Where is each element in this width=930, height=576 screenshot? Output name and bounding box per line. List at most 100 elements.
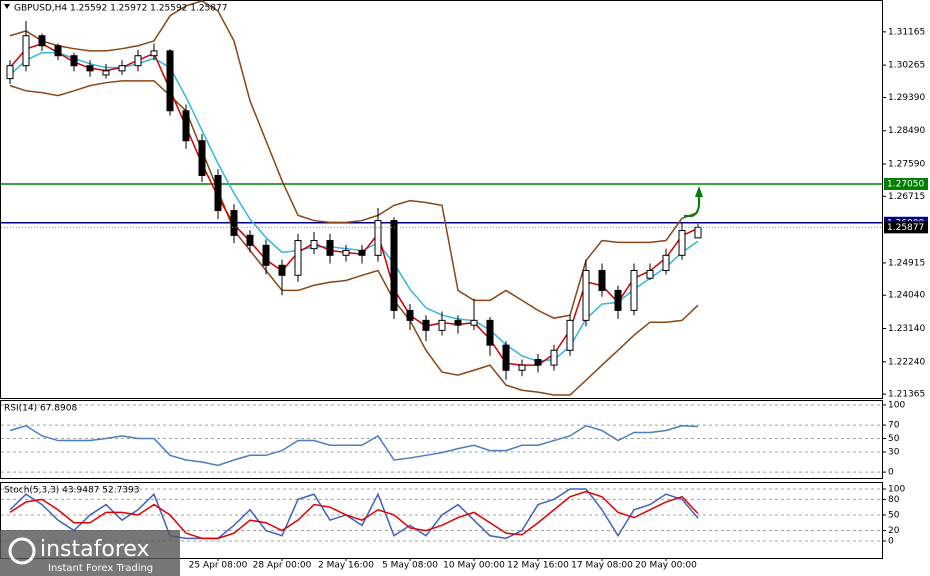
candle-body — [566, 319, 574, 351]
candle-body — [134, 55, 142, 67]
y-tick-label: 1.29390 — [888, 93, 925, 103]
indicator-line — [9, 424, 699, 467]
candle-body — [166, 50, 174, 112]
candle-body — [38, 35, 46, 47]
price-panel — [0, 0, 883, 399]
candle-body — [534, 359, 542, 366]
y-tick-label: 1.21365 — [888, 390, 925, 400]
candle-body — [486, 319, 494, 346]
y-tick-label: 1.24915 — [888, 258, 925, 268]
level-label-box — [884, 177, 928, 190]
chart-title: GBPUSD,H4 1.25592 1.25972 1.25592 1.2587… — [14, 4, 227, 14]
current-price-label: 1.25877 — [887, 223, 924, 233]
candle-body — [438, 319, 446, 331]
indicator-line — [9, 490, 699, 540]
indicator-line — [9, 488, 699, 540]
y-tick-label: 1.28490 — [888, 126, 925, 136]
y-tick-label: 30 — [888, 447, 900, 457]
x-tick-label: 28 Apr 00:00 — [253, 561, 312, 571]
candle-body — [502, 344, 510, 371]
y-tick-label: 50 — [888, 434, 900, 444]
y-tick-label: 100 — [888, 484, 905, 494]
rsi-panel — [0, 400, 883, 479]
y-tick-label: 1.23140 — [888, 324, 925, 334]
x-tick-label: 12 May 16:00 — [507, 561, 569, 571]
candle-body — [246, 234, 254, 246]
x-tick-label: 25 Apr 08:00 — [189, 561, 248, 571]
candle-body — [678, 230, 686, 256]
stoch-title: Stoch(5,3,3) 43.9487 52.7393 — [4, 486, 139, 496]
candle-body — [294, 240, 302, 276]
candle-body — [470, 319, 478, 326]
candle-body — [214, 174, 222, 212]
y-tick-label: 1.31165 — [888, 27, 925, 37]
level-label: 1.27050 — [887, 179, 924, 189]
rsi-title: RSI(14) 67.8908 — [4, 404, 77, 414]
candle-body — [198, 140, 206, 176]
y-tick-label: 1.22240 — [888, 357, 925, 367]
candle-body — [86, 65, 94, 72]
candle-body — [262, 244, 270, 266]
candle-body — [390, 220, 398, 311]
candle-body — [406, 309, 414, 321]
candle-body — [118, 65, 126, 72]
candle-body — [614, 289, 622, 311]
y-tick-label: 20 — [888, 526, 900, 536]
candle-body — [454, 319, 462, 326]
candle-body — [310, 240, 318, 250]
y-tick-label: 100 — [888, 400, 905, 410]
logo-box — [0, 530, 180, 576]
candle-body — [662, 254, 670, 271]
x-tick-label: 5 May 08:00 — [382, 561, 438, 571]
candle-body — [358, 250, 366, 256]
indicator-line — [9, 80, 699, 396]
logo-tagline: Instant Forex Trading — [48, 563, 153, 574]
candle-body — [646, 269, 654, 279]
y-tick-label: 50 — [888, 510, 900, 520]
symbol-icon — [4, 4, 10, 9]
candle-body — [374, 220, 382, 256]
logo: instaforex Instant Forex Trading — [0, 530, 180, 576]
y-tick-label: 1.24040 — [888, 291, 925, 301]
candle-body — [326, 240, 334, 256]
candle-body — [6, 65, 14, 80]
candle-body — [518, 364, 526, 371]
x-tick-label: 17 May 08:00 — [571, 561, 633, 571]
x-tick-label: 10 May 00:00 — [443, 561, 505, 571]
candle-body — [694, 226, 702, 239]
y-tick-label: 1.27590 — [888, 160, 925, 170]
candle-body — [230, 210, 238, 236]
logo-icon — [8, 537, 36, 565]
stoch-panel — [0, 482, 883, 559]
candle-body — [582, 269, 590, 321]
candle-body — [70, 55, 78, 67]
indicator-line — [9, 0, 699, 319]
y-tick-label: 1.26715 — [888, 192, 925, 202]
candle-body — [598, 269, 606, 291]
y-tick-label: 70 — [888, 421, 900, 431]
x-tick-label: 2 May 16:00 — [318, 561, 374, 571]
y-tick-label: 0 — [888, 468, 894, 478]
candle-body — [102, 70, 110, 76]
forecast-arrow — [684, 196, 700, 217]
x-tick-label: 20 May 00:00 — [635, 561, 697, 571]
candle-body — [150, 50, 158, 57]
y-tick-label: 1.30265 — [888, 61, 925, 71]
candle-body — [22, 35, 30, 67]
candle-body — [550, 349, 558, 366]
current-price-box — [884, 221, 928, 234]
candle-body — [342, 250, 350, 256]
forecast-arrow-head — [695, 186, 703, 197]
candle-body — [422, 319, 430, 331]
y-tick-label: 0 — [888, 536, 894, 546]
y-tick-label: 80 — [888, 495, 900, 505]
candle-body — [54, 45, 62, 57]
candle-body — [278, 264, 286, 276]
candle-body — [182, 110, 190, 142]
candle-body — [630, 269, 638, 311]
logo-name: instaforex — [40, 537, 150, 562]
